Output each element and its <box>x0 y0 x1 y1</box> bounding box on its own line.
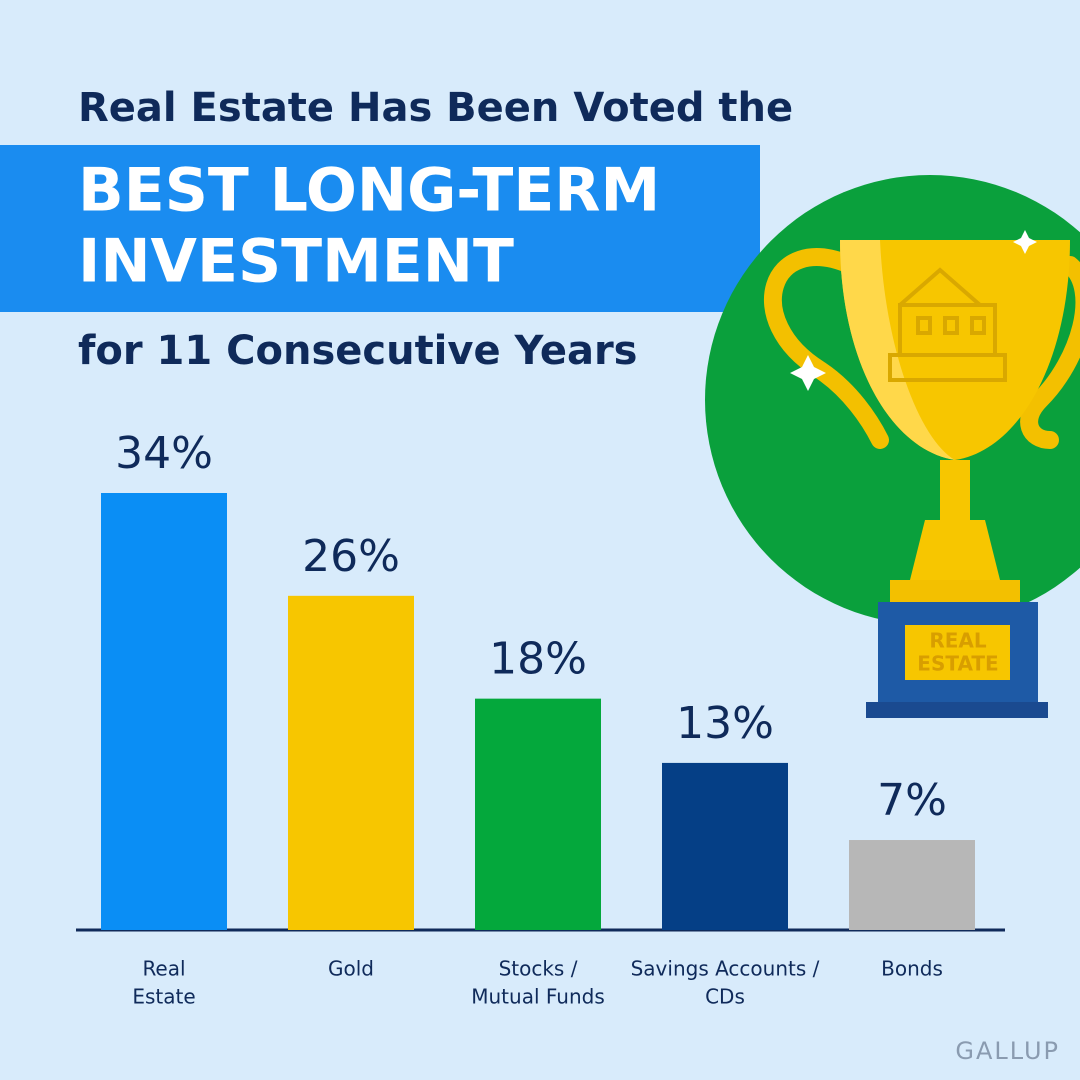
category-label: Stocks / <box>499 957 578 981</box>
bar <box>288 595 414 930</box>
trophy <box>763 230 1080 718</box>
source: GALLUP <box>955 1037 1060 1065</box>
category-label: Savings Accounts / <box>631 957 820 981</box>
heading: Real Estate Has Been Voted the <box>78 85 793 131</box>
value-label: 7% <box>877 775 947 826</box>
bar <box>662 762 788 930</box>
bar <box>475 698 601 930</box>
subtitle: for 11 Consecutive Years <box>78 328 637 374</box>
category-label: CDs <box>705 985 745 1009</box>
value-label: 13% <box>676 698 774 749</box>
value-label: 18% <box>489 634 587 685</box>
value-label: 34% <box>115 428 213 479</box>
trophy-label: ESTATE <box>917 652 998 676</box>
value-label: 26% <box>302 531 400 582</box>
title-band <box>0 145 760 312</box>
bar <box>101 493 227 930</box>
bar <box>849 840 975 930</box>
category-label: Mutual Funds <box>471 985 605 1009</box>
trophy-label: REAL <box>929 629 987 653</box>
category-label: Real <box>142 957 185 981</box>
title: BEST LONG-TERM <box>78 156 660 226</box>
category-label: Gold <box>328 957 374 981</box>
category-label: Bonds <box>881 957 943 981</box>
category-label: Estate <box>132 985 195 1009</box>
title: INVESTMENT <box>78 227 514 297</box>
